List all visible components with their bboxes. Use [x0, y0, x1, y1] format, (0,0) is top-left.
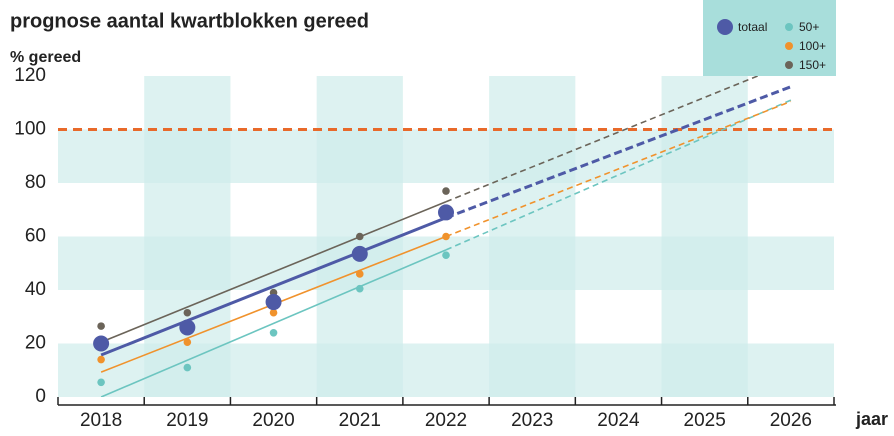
legend-label: 150+: [799, 58, 826, 72]
data-point: [97, 378, 105, 387]
x-tick-label: 2023: [511, 410, 553, 431]
y-tick-label: 40: [25, 279, 46, 300]
trend-line: [100, 216, 447, 357]
data-point: [269, 329, 278, 337]
legend-marker: [785, 23, 793, 31]
legend-marker: [717, 19, 733, 35]
y-axis-label: % gereed: [10, 49, 81, 66]
data-point: [265, 294, 282, 311]
y-tick-label: 80: [25, 172, 46, 193]
row-band: [58, 343, 834, 397]
row-band: [58, 236, 834, 290]
data-point: [179, 319, 196, 336]
forecast-line: [445, 100, 792, 238]
x-tick-label: 2018: [80, 410, 122, 431]
y-tick-label: 100: [14, 119, 46, 140]
forecast-line: [445, 99, 792, 251]
legend: totaal 50+ 100+ 150+: [703, 0, 836, 76]
row-band: [58, 129, 834, 183]
legend-marker: [785, 42, 793, 50]
legend-marker: [785, 61, 793, 69]
data-point: [183, 338, 192, 346]
data-point: [442, 232, 450, 241]
data-point: [442, 251, 450, 260]
data-point: [355, 232, 364, 241]
data-point: [355, 270, 364, 278]
data-point: [355, 284, 364, 293]
legend-label: totaal: [738, 20, 767, 34]
x-tick-label: 2021: [339, 410, 381, 431]
trend-line: [100, 200, 447, 343]
data-point: [442, 187, 450, 195]
x-tick-label: 2026: [770, 410, 812, 431]
chart-title: prognose aantal kwartblokken gereed: [10, 10, 369, 32]
x-tick-label: 2025: [684, 410, 726, 431]
y-tick-label: 60: [25, 226, 46, 247]
data-point: [438, 204, 454, 221]
x-tick-label: 2022: [425, 410, 467, 431]
data-point: [183, 363, 192, 372]
y-tick-label: 0: [35, 386, 46, 407]
forecast-line: [445, 85, 792, 220]
trend-line: [100, 249, 447, 397]
data-point: [97, 322, 105, 330]
plot: [100, 76, 792, 397]
data-point: [183, 308, 192, 317]
data-point: [351, 245, 368, 262]
x-tick-label: 2020: [252, 410, 294, 431]
x-tick-label: 2024: [597, 410, 640, 431]
legend-label: 100+: [799, 39, 826, 53]
y-tick-label: 120: [14, 65, 46, 86]
legend-label: 50+: [799, 20, 819, 34]
data-point: [97, 355, 105, 364]
x-axis-label: jaar: [855, 409, 888, 429]
data-point: [93, 335, 110, 352]
x-tick-label: 2019: [166, 410, 208, 431]
y-tick-label: 20: [25, 333, 46, 354]
legend-box: [703, 0, 836, 76]
data-point: [269, 308, 278, 317]
forecast-line: [445, 76, 760, 203]
